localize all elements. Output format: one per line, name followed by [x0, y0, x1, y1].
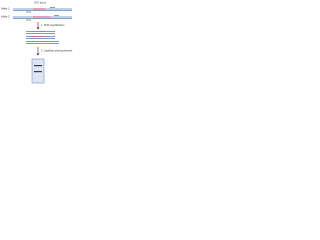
arrowhead	[36, 27, 40, 30]
band	[34, 71, 42, 73]
allele-label: Allele 1	[1, 7, 10, 11]
step-label: 2. Capillary electrophoresis	[41, 49, 73, 53]
band	[34, 65, 42, 67]
repeat-region	[33, 16, 50, 18]
allele-label: Allele 2	[1, 15, 10, 19]
arrowhead	[36, 53, 40, 56]
pcr-products	[26, 31, 59, 44]
repeat-region	[33, 8, 45, 10]
step-label: 1. PCR amplification	[41, 23, 65, 27]
title: STS locus	[34, 1, 47, 5]
diagram: STS locus Allele 1 Allele 2 1. PCR ampli…	[1, 1, 73, 84]
